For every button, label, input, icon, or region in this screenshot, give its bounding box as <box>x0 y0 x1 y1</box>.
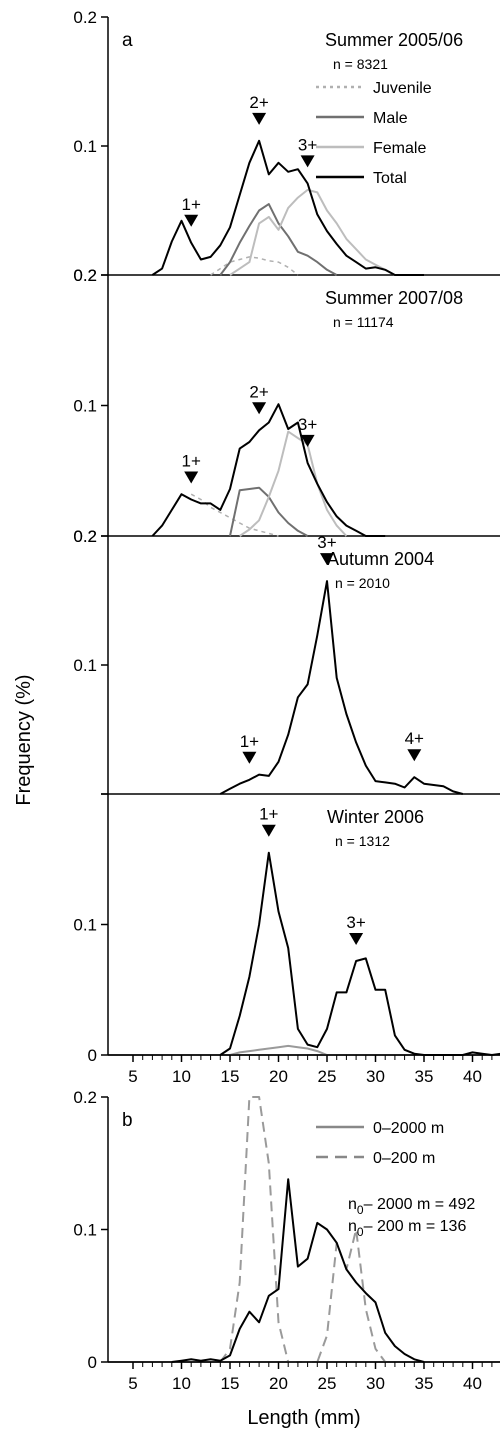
panel-title: Autumn 2004 <box>327 549 434 569</box>
panel-5: 0 0.1 0.2 b 0–2000 m 0–200 m n0– 2000 m = 492n… <box>73 1088 500 1372</box>
series-line-0-2000-m <box>171 1178 425 1363</box>
panel-letter: b <box>122 1110 133 1131</box>
x-tick-label: 20 <box>269 1374 288 1393</box>
panel-title: Winter 2006 <box>327 807 424 827</box>
x-tick-label: 10 <box>172 1374 191 1393</box>
x-tick-label: 20 <box>269 1067 288 1086</box>
cohort-marker <box>252 402 267 415</box>
legend-label: Total <box>373 170 407 187</box>
cohort-label: 2+ <box>249 93 268 112</box>
y-tick-label: 0.2 <box>73 8 97 27</box>
y-axis-label: Frequency (%) <box>13 674 35 805</box>
sample-size-annotation: n0– 2000 m = 492 <box>348 1196 475 1217</box>
x-tick-label: 35 <box>415 1067 434 1086</box>
y-tick-label: 0 <box>88 1353 97 1372</box>
sample-size-label: n = 1312 <box>335 833 390 849</box>
cohort-marker <box>184 471 199 484</box>
legend-label: 0–2000 m <box>373 1120 444 1137</box>
legend-label: 0–200 m <box>373 1150 435 1167</box>
panel-3: 0.1 0.2 Autumn 2004 n = 2010 3+ 1+ 4+ <box>73 527 500 795</box>
x-tick-label: 40 <box>463 1067 482 1086</box>
cohort-label: 3+ <box>317 533 336 552</box>
panel-1: 0.2 0.1 0.2 a Summer 2005/06 n = 8321 1+ 2+ 3+ Ju… <box>73 8 500 285</box>
panel-letter: a <box>122 30 133 51</box>
series-line-female <box>229 188 396 276</box>
y-tick-label: 0.1 <box>73 397 97 416</box>
cohort-marker <box>349 933 364 946</box>
cohort-marker <box>184 214 199 227</box>
legend-label: Juvenile <box>373 80 432 97</box>
panel-2: 0.2 0.1 0.2 Summer 2007/08 n = 11174 1+ 2+ 3+ <box>73 266 500 546</box>
y-tick-label: 0.1 <box>73 916 97 935</box>
x-tick-label: 5 <box>128 1067 137 1086</box>
cohort-label: 1+ <box>240 732 259 751</box>
series-line-total <box>151 139 424 276</box>
cohort-label: 2+ <box>249 382 268 401</box>
panels: 0.2 0.1 0.2 a Summer 2005/06 n = 8321 1+ 2+ 3+ Ju… <box>73 8 500 1372</box>
x-tick-label: 15 <box>221 1067 240 1086</box>
series-line-total <box>219 851 500 1056</box>
y-tick-label: 0 <box>88 1046 97 1065</box>
cohort-label: 1+ <box>182 195 201 214</box>
cohort-marker <box>242 751 257 764</box>
legend-label: Female <box>373 140 426 157</box>
cohort-marker <box>252 112 267 125</box>
x-tick-label: 10 <box>172 1067 191 1086</box>
panel-title: Summer 2007/08 <box>325 288 463 308</box>
y-tick-label: 0.2 <box>73 527 97 546</box>
x-axis-2: 5 10 15 20 25 30 35 40 <box>108 1361 500 1393</box>
series-line-male <box>219 203 338 276</box>
y-tick-label: 0.1 <box>73 656 97 675</box>
x-tick-label: 15 <box>221 1374 240 1393</box>
cohort-marker <box>300 434 315 447</box>
sample-size-label: n = 11174 <box>333 314 394 330</box>
x-axis-1: 5 10 15 20 25 30 35 40 <box>108 1054 500 1086</box>
y-tick-label: 0.1 <box>73 1221 97 1240</box>
x-tick-label: 5 <box>128 1374 137 1393</box>
cohort-marker <box>300 155 315 168</box>
series-line-female <box>239 430 348 537</box>
y-tick-label: 0.1 <box>73 137 97 156</box>
cohort-label: 1+ <box>259 805 278 824</box>
cohort-marker <box>320 553 334 566</box>
panel-4: 0 0.1 Winter 2006 n = 1312 1+ 3+ <box>73 793 500 1065</box>
cohort-label: 4+ <box>405 729 424 748</box>
x-tick-label: 25 <box>318 1374 337 1393</box>
x-tick-label: 30 <box>366 1067 385 1086</box>
x-tick-label: 35 <box>415 1374 434 1393</box>
legend-label: Male <box>373 110 408 127</box>
sample-size-label: n = 8321 <box>333 56 388 72</box>
cohort-marker <box>261 824 276 837</box>
x-tick-label: 25 <box>318 1067 337 1086</box>
x-axis-label: Length (mm) <box>247 1407 360 1429</box>
cohort-label: 3+ <box>298 135 317 154</box>
sample-size-label: n = 2010 <box>335 575 390 591</box>
x-axes: 5 10 15 20 25 30 35 40 5 10 15 20 25 30 35 40 <box>108 1054 500 1393</box>
series-line-total <box>219 580 464 795</box>
series-line-juvenile <box>210 256 299 276</box>
y-tick-label: 0.2 <box>73 266 97 285</box>
cohort-label: 3+ <box>346 913 365 932</box>
cohort-label: 3+ <box>298 415 317 434</box>
series-line-total <box>151 403 386 537</box>
sample-size-annotation: n0– 200 m = 136 <box>348 1218 466 1239</box>
y-tick-label: 0.2 <box>73 266 97 285</box>
series-line-gray <box>229 1044 328 1056</box>
x-tick-label: 30 <box>366 1374 385 1393</box>
y-tick-label: 0.2 <box>73 527 97 546</box>
x-tick-label: 40 <box>463 1374 482 1393</box>
panel-title: Summer 2005/06 <box>325 30 463 50</box>
y-tick-label: 0.2 <box>73 1088 97 1107</box>
cohort-marker <box>407 749 422 762</box>
cohort-label: 1+ <box>182 451 201 470</box>
